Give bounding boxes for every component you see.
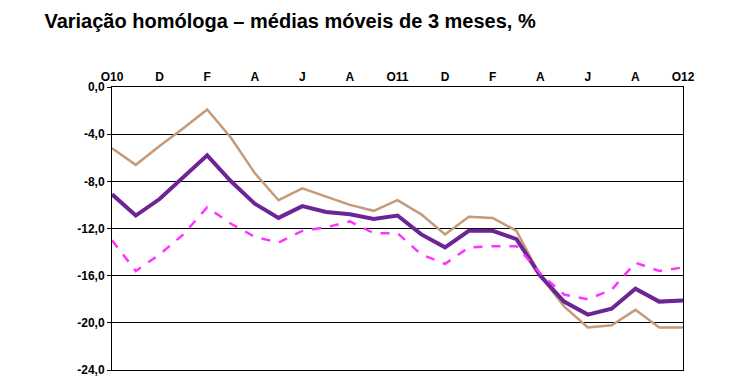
svg-text:D: D — [155, 70, 164, 84]
svg-text:A: A — [346, 70, 355, 84]
svg-text:0,0: 0,0 — [88, 80, 105, 94]
svg-text:O10: O10 — [101, 70, 124, 84]
svg-text:D: D — [441, 70, 450, 84]
svg-text:-8,0: -8,0 — [84, 175, 105, 189]
svg-text:O12: O12 — [672, 70, 695, 84]
svg-text:-24,0: -24,0 — [77, 363, 105, 377]
svg-text:J: J — [299, 70, 306, 84]
svg-text:J: J — [584, 70, 591, 84]
svg-text:-20,0: -20,0 — [77, 316, 105, 330]
svg-text:-12,0: -12,0 — [77, 222, 105, 236]
svg-text:F: F — [489, 70, 496, 84]
svg-text:F: F — [203, 70, 210, 84]
svg-text:O11: O11 — [386, 70, 408, 84]
svg-text:-16,0: -16,0 — [77, 269, 105, 283]
svg-text:A: A — [536, 70, 545, 84]
svg-text:A: A — [250, 70, 259, 84]
svg-text:Variação homóloga – médias móv: Variação homóloga – médias móveis de 3 m… — [44, 10, 536, 32]
svg-text:-4,0: -4,0 — [84, 127, 105, 141]
svg-text:A: A — [631, 70, 640, 84]
